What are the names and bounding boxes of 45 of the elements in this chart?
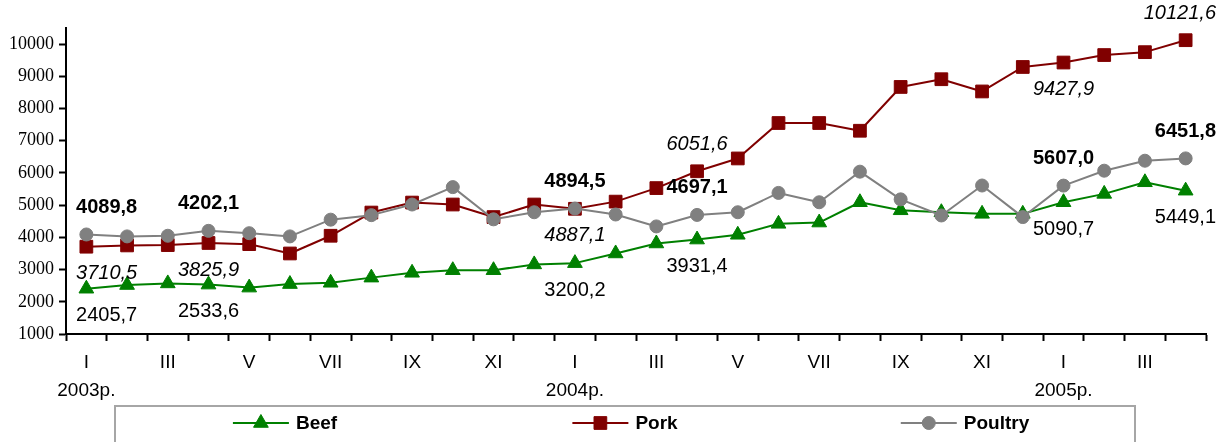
y-tick-label: 10000 [9,32,54,53]
legend-label: Pork [635,412,679,434]
x-tick-label: I 2005р. [1034,351,1093,400]
data-label: 4894,5 [544,169,606,192]
data-label: 6051,6 [666,131,729,154]
x-tick-label: III [159,351,176,373]
x-tick-label: I 2004р. [545,351,604,400]
y-tick-label: 3000 [18,258,54,279]
data-label: 2533,6 [177,299,240,322]
y-tick-label: 5000 [18,193,54,214]
data-label: 5607,0 [1032,146,1095,169]
data-label: 6451,8 [1154,118,1216,141]
data-label: 3931,4 [666,254,728,277]
data-label: 4089,8 [76,194,138,217]
y-tick-label: 9000 [18,65,54,86]
y-tick-label: 7000 [18,129,54,150]
x-tick-label: XI [484,351,503,373]
data-label: 5090,7 [1032,216,1095,239]
data-label: 10121,6 [1143,0,1217,23]
x-tick-label: XI [973,351,992,373]
legend-label: Beef [295,412,338,434]
y-tick-label: 4000 [18,226,54,247]
x-tick-label: VII [807,351,831,373]
y-tick-label: 1000 [18,322,54,343]
x-tick-label: V [242,351,256,373]
data-label: 9427,9 [1032,77,1095,100]
y-tick-label: 2000 [18,290,54,311]
data-label: 4887,1 [544,223,606,246]
data-label: 4202,1 [177,191,240,214]
x-tick-label: IX [403,351,422,373]
x-tick-label: III [1137,351,1153,373]
data-label: 3710,5 [76,261,139,284]
y-tick-label: 6000 [18,161,54,182]
data-label: 2405,7 [76,303,138,326]
x-tick-label: I 2003р. [57,351,116,400]
data-label: 5449,1 [1154,205,1216,228]
x-tick-label: VII [319,351,343,373]
data-label: 3825,9 [177,257,240,280]
data-label: 4697,1 [666,175,728,198]
y-tick-label: 8000 [18,97,54,118]
legend-label: Poultry [963,412,1030,434]
x-tick-label: IX [891,351,910,373]
x-tick-label: III [648,351,665,373]
x-tick-label: V [731,351,745,373]
data-label: 3200,2 [544,277,606,300]
